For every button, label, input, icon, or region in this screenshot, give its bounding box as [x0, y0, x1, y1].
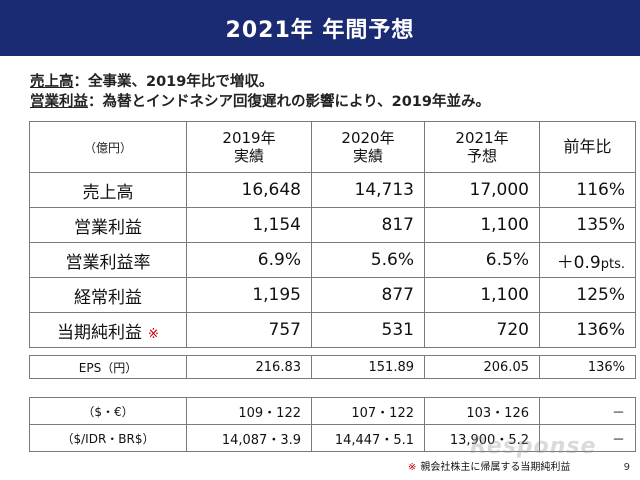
cell-2020: 531	[311, 312, 425, 348]
note-operating-profit: 営業利益：為替とインドネシア回復遅れの影響により、2019年並み。	[30, 92, 630, 112]
col-2020-type: 実績	[352, 147, 383, 165]
yoy-value: ＋0.9	[556, 252, 601, 273]
col-2021: 2021年 予想	[424, 121, 540, 173]
row-label: 営業利益	[29, 207, 187, 243]
row-label: 営業利益率	[29, 242, 187, 278]
note-sales: 売上高：全事業、2019年比で増収。	[30, 72, 630, 92]
cell-2020: 877	[311, 277, 425, 313]
title-bar: 2021年 年間予想	[0, 0, 640, 56]
cell-2019: 1,154	[186, 207, 312, 243]
table-row: （$・€） 109・122 107・122 103・126 －	[29, 397, 636, 425]
cell-yoy: 136%	[539, 312, 636, 348]
cell-2020: 14,447・5.1	[311, 424, 425, 452]
table-row: 当期純利益 ※ 757 531 720 136%	[29, 312, 636, 348]
col-2019-year: 2019年	[222, 129, 276, 147]
col-2021-type: 予想	[466, 147, 497, 165]
table-row: EPS（円） 216.83 151.89 206.05 136%	[29, 355, 636, 379]
cell-2021: 206.05	[424, 355, 540, 379]
cell-2021: 103・126	[424, 397, 540, 425]
fx-label: （$・€）	[29, 397, 187, 425]
page-number: 9	[623, 462, 630, 473]
col-yoy: 前年比	[539, 121, 636, 173]
col-2020-year: 2020年	[341, 129, 395, 147]
table-header-row: （億円） 2019年 実績 2020年 実績 2021年 予想 前年比	[29, 121, 636, 173]
cell-2021: 1,100	[424, 207, 540, 243]
col-2019: 2019年 実績	[186, 121, 312, 173]
cell-2019: 1,195	[186, 277, 312, 313]
cell-yoy: ＋0.9pts.	[539, 242, 636, 278]
cell-yoy: 116%	[539, 172, 636, 208]
cell-2021: 13,900・5.2	[424, 424, 540, 452]
note-sales-text: ：全事業、2019年比で増収。	[73, 74, 274, 90]
col-2021-year: 2021年	[455, 129, 509, 147]
cell-2019: 16,648	[186, 172, 312, 208]
cell-2019: 109・122	[186, 397, 312, 425]
table-row: 営業利益 1,154 817 1,100 135%	[29, 207, 636, 243]
row-label: 当期純利益 ※	[29, 312, 187, 348]
note-op-text: ：為替とインドネシア回復遅れの影響により、2019年並み。	[88, 94, 490, 110]
footnote-mark: ※	[148, 326, 159, 342]
cell-yoy: 136%	[539, 355, 636, 379]
eps-table: EPS（円） 216.83 151.89 206.05 136%	[29, 355, 636, 379]
cell-2021: 17,000	[424, 172, 540, 208]
table-row: 売上高 16,648 14,713 17,000 116%	[29, 172, 636, 208]
unit-label: （億円）	[29, 121, 187, 173]
table-row: 経常利益 1,195 877 1,100 125%	[29, 277, 636, 313]
cell-2021: 6.5%	[424, 242, 540, 278]
note-sales-key: 売上高	[30, 74, 74, 90]
footnote-mark: ※	[408, 462, 417, 473]
footnote: ※ 親会社株主に帰属する当期純利益	[408, 458, 570, 473]
cell-2019: 216.83	[186, 355, 312, 379]
fx-label: （$/IDR・BR$）	[29, 424, 187, 452]
cell-2019: 757	[186, 312, 312, 348]
table-row: 営業利益率 6.9% 5.6% 6.5% ＋0.9pts.	[29, 242, 636, 278]
cell-2020: 107・122	[311, 397, 425, 425]
row-label: 売上高	[29, 172, 187, 208]
cell-2020: 5.6%	[311, 242, 425, 278]
row-label: 経常利益	[29, 277, 187, 313]
summary-notes: 売上高：全事業、2019年比で増収。 営業利益：為替とインドネシア回復遅れの影響…	[30, 72, 630, 112]
cell-yoy: －	[539, 397, 636, 425]
watermark-logo: Response	[470, 434, 597, 459]
forecast-table: （億円） 2019年 実績 2020年 実績 2021年 予想 前年比 売上高 …	[29, 121, 636, 348]
cell-2020: 14,713	[311, 172, 425, 208]
cell-2019: 14,087・3.9	[186, 424, 312, 452]
footnote-text: 親会社株主に帰属する当期純利益	[420, 462, 571, 473]
cell-2019: 6.9%	[186, 242, 312, 278]
eps-label: EPS（円）	[29, 355, 187, 379]
cell-2020: 817	[311, 207, 425, 243]
fx-table: （$・€） 109・122 107・122 103・126 － （$/IDR・B…	[29, 397, 636, 452]
cell-2020: 151.89	[311, 355, 425, 379]
cell-2021: 1,100	[424, 277, 540, 313]
cell-2021: 720	[424, 312, 540, 348]
col-2020: 2020年 実績	[311, 121, 425, 173]
cell-yoy: 125%	[539, 277, 636, 313]
yoy-unit: pts.	[600, 256, 625, 272]
cell-yoy: 135%	[539, 207, 636, 243]
note-op-key: 営業利益	[30, 94, 88, 110]
page-title: 2021年 年間予想	[225, 18, 415, 43]
col-2019-type: 実績	[233, 147, 264, 165]
cell-yoy: －	[539, 424, 636, 452]
table-row: （$/IDR・BR$） 14,087・3.9 14,447・5.1 13,900…	[29, 424, 636, 452]
